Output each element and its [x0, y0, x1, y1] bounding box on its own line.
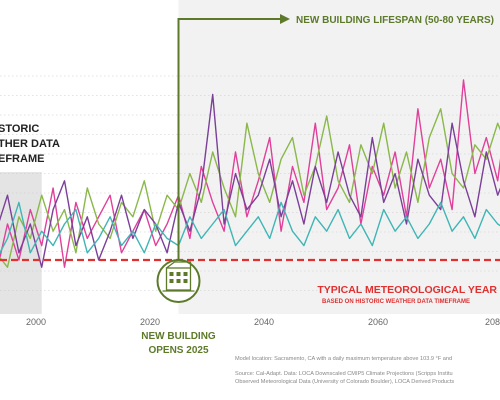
- series-line: [0, 108, 500, 268]
- source-note: Source: Cal-Adapt. Data: LOCA Downscaled…: [235, 371, 453, 377]
- x-tick-label: 2060: [368, 317, 388, 327]
- x-tick-label: 2040: [254, 317, 274, 327]
- lifespan-label: NEW BUILDING LIFESPAN (50-80 YEARS): [296, 15, 494, 26]
- model-location-note: Model location: Sacramento, CA with a da…: [235, 356, 453, 362]
- tmy-label: TYPICAL METEOROLOGICAL YEAR: [317, 284, 497, 296]
- x-axis-ticks: 2000 2020 2040 2060 208: [26, 317, 500, 327]
- historic-label-line: THER DATA: [0, 138, 60, 150]
- x-tick-label: 208: [485, 317, 500, 327]
- historic-label-line: STORIC: [0, 123, 39, 135]
- opens-label-line: NEW BUILDING: [141, 331, 216, 342]
- series-line: [0, 201, 500, 255]
- lifespan-arrow-icon: [280, 14, 290, 24]
- tmy-sublabel: BASED ON HISTORIC WEATHER DATA TIMEFRAME: [322, 299, 470, 305]
- series-lines: [0, 79, 500, 268]
- building-icon: [156, 259, 201, 303]
- x-tick-label: 2000: [26, 317, 46, 327]
- opens-label-line: OPENS 2025: [148, 345, 208, 356]
- source-note-continued: Observed Meteorological Data (University…: [235, 379, 455, 385]
- historic-label: STORIC THER DATA EFRAME: [0, 123, 60, 165]
- lifespan-bracket-line: [177, 18, 280, 262]
- x-tick-label: 2020: [140, 317, 160, 327]
- historic-label-line: EFRAME: [0, 153, 44, 165]
